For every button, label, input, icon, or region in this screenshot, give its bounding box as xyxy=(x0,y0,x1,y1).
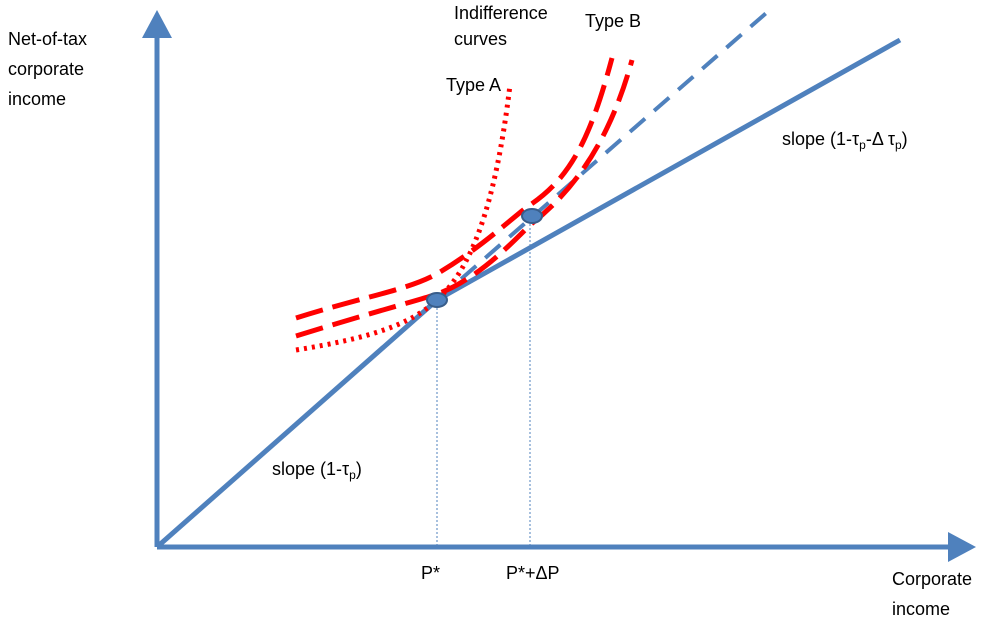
indifference-curves-label: Indifference curves xyxy=(454,3,548,49)
y-axis-arrow xyxy=(142,10,172,38)
type-b-label: Type B xyxy=(585,11,642,31)
y-axis-label: Net-of-tax corporate income xyxy=(8,29,88,109)
point-p-star xyxy=(426,292,448,308)
indifference-curve-type-a xyxy=(295,84,513,353)
budget-line-extension-dashed xyxy=(435,6,774,302)
type-a-label: Type A xyxy=(446,75,502,95)
indifference-curve-type-b-upper xyxy=(295,59,635,339)
indifference-curve-type-b-lower xyxy=(295,57,615,321)
budget-line-low-slope xyxy=(155,298,439,549)
budget-line-high-slope xyxy=(435,37,902,303)
x-axis-label: Corporate income xyxy=(892,569,973,619)
slope-high-label: slope (1-τp-Δ τp) xyxy=(782,129,908,152)
point-p-star-dp xyxy=(521,208,543,224)
p-star-dp-label: P*+ΔP xyxy=(506,563,560,583)
slope-low-label: slope (1-τp) xyxy=(272,459,362,482)
x-axis-arrow xyxy=(948,532,976,562)
p-star-label: P* xyxy=(421,563,441,583)
